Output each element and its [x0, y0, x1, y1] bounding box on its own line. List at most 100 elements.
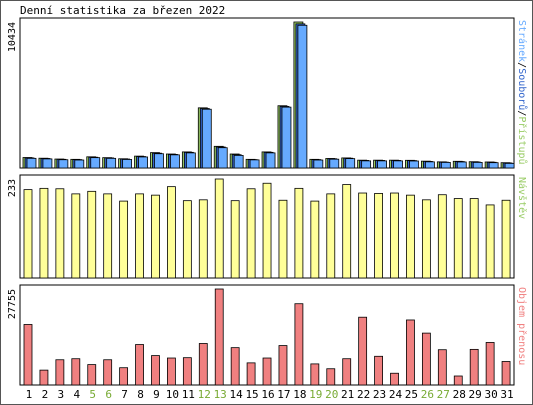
bar-objem-p-enosu-day-2	[39, 369, 49, 386]
bar-objem-p-enosu-day-30	[485, 342, 495, 386]
bar-objem-p-enosu-day-1	[23, 324, 33, 386]
day-label-13: 13	[214, 388, 227, 401]
bar-n-v-t-v-day-20	[326, 193, 336, 279]
bar-str-nek-day-2	[42, 158, 53, 169]
bar-objem-p-enosu-day-14	[230, 347, 240, 386]
legend-entry: Souborů	[516, 68, 528, 110]
bar-n-v-t-v-day-26	[421, 199, 431, 279]
day-label-27: 27	[437, 388, 450, 401]
y-max-label: 10434	[7, 22, 18, 52]
bar-n-v-t-v-day-23	[374, 193, 383, 279]
bar-n-v-t-v-day-22	[358, 192, 368, 279]
bar-str-nek-day-1	[26, 157, 37, 169]
bar-n-v-t-v-day-15	[246, 188, 256, 279]
bar-n-v-t-v-day-14	[230, 200, 240, 279]
bar-str-nek-day-19	[313, 159, 324, 169]
bar-str-nek-day-6	[106, 157, 117, 169]
bar-n-v-t-v-day-21	[342, 184, 352, 279]
day-label-31: 31	[500, 388, 513, 401]
day-label-9: 9	[153, 388, 160, 401]
bar-objem-p-enosu-day-12	[198, 343, 208, 386]
bar-objem-p-enosu-day-29	[469, 348, 479, 386]
legend-entry: Návštěv	[516, 177, 528, 219]
bar-n-v-t-v-day-4	[71, 193, 81, 279]
bar-str-nek-day-5	[90, 157, 101, 169]
bar-objem-p-enosu-day-18	[294, 303, 304, 386]
bar-objem-p-enosu-day-28	[453, 375, 463, 386]
bar-objem-p-enosu-day-9	[151, 355, 160, 386]
bar-n-v-t-v-day-7	[119, 200, 129, 279]
bar-n-v-t-v-day-9	[151, 194, 160, 279]
bar-objem-p-enosu-day-19	[310, 363, 320, 386]
bar-n-v-t-v-day-6	[103, 193, 113, 279]
y-max-label: 27755	[7, 289, 18, 319]
day-label-15: 15	[245, 388, 258, 401]
bar-n-v-t-v-day-25	[406, 194, 415, 279]
bar-n-v-t-v-day-10	[167, 186, 176, 279]
day-label-1: 1	[26, 388, 33, 401]
day-label-2: 2	[42, 388, 49, 401]
bar-str-nek-day-14	[233, 155, 244, 169]
bar-n-v-t-v-day-2	[39, 187, 49, 279]
day-label-10: 10	[166, 388, 179, 401]
legend-entry: Přístupů	[516, 116, 528, 164]
bar-n-v-t-v-day-13	[214, 178, 224, 279]
day-label-20: 20	[325, 388, 338, 401]
bar-n-v-t-v-day-11	[182, 200, 192, 279]
bar-objem-p-enosu-day-13	[214, 288, 224, 386]
bar-str-nek-day-28	[456, 161, 467, 169]
day-label-5: 5	[89, 388, 96, 401]
y-max-label: 233	[7, 179, 18, 197]
day-label-6: 6	[105, 388, 112, 401]
bar-objem-p-enosu-day-27	[437, 349, 447, 386]
legend-separator: /	[516, 110, 527, 116]
bar-objem-p-enosu-day-8	[135, 344, 144, 386]
bar-str-nek-day-3	[58, 159, 69, 169]
bar-str-nek-day-11	[185, 152, 196, 169]
chart-title: Denní statistika za březen 2022	[20, 4, 225, 17]
bar-n-v-t-v-day-31	[501, 199, 511, 279]
bar-str-nek-day-13	[217, 147, 228, 169]
day-label-21: 21	[341, 388, 354, 401]
bar-objem-p-enosu-day-26	[421, 332, 431, 386]
bar-str-nek-day-29	[472, 162, 483, 169]
bar-n-v-t-v-day-24	[390, 192, 399, 279]
day-axis: 1 2 3 4 5 6 7 8 9 10 11 12 13 14 15 16 17 18 19 20 21 22 23 24 2…	[26, 388, 514, 401]
bar-objem-p-enosu-day-3	[55, 359, 65, 386]
bar-str-nek-day-18	[297, 24, 308, 169]
bar-objem-p-enosu-day-22	[358, 316, 368, 386]
bar-str-nek-day-7	[122, 159, 133, 169]
bar-str-nek-day-25	[409, 160, 419, 169]
legend-separator: /	[516, 62, 527, 68]
bar-str-nek-day-8	[138, 156, 148, 169]
day-label-30: 30	[484, 388, 497, 401]
bar-n-v-t-v-day-29	[469, 198, 479, 279]
day-label-18: 18	[293, 388, 306, 401]
bar-n-v-t-v-day-17	[278, 199, 288, 279]
bar-n-v-t-v-day-3	[55, 188, 65, 279]
bar-str-nek-day-15	[249, 159, 260, 169]
bar-objem-p-enosu-day-16	[262, 357, 272, 386]
bar-n-v-t-v-day-12	[198, 199, 208, 279]
bar-objem-p-enosu-day-15	[246, 362, 256, 386]
day-label-16: 16	[261, 388, 274, 401]
bar-str-nek-day-26	[424, 161, 435, 169]
day-label-11: 11	[182, 388, 195, 401]
legend: Objem přenosu	[516, 287, 528, 365]
bar-objem-p-enosu-day-7	[119, 367, 129, 386]
bar-n-v-t-v-day-27	[437, 194, 447, 279]
bar-str-nek-day-21	[345, 158, 356, 169]
day-label-7: 7	[121, 388, 128, 401]
day-label-28: 28	[453, 388, 466, 401]
day-label-4: 4	[73, 388, 80, 401]
visits-panel: 233 Návštěv	[7, 174, 528, 279]
bar-n-v-t-v-day-19	[310, 200, 320, 279]
bar-objem-p-enosu-day-17	[278, 345, 288, 386]
bar-objem-p-enosu-day-10	[167, 357, 176, 386]
day-label-25: 25	[405, 388, 418, 401]
legend: Stránek/Souborů/Přístupů	[516, 20, 528, 165]
bar-str-nek-day-27	[440, 162, 451, 169]
bar-objem-p-enosu-day-21	[342, 358, 352, 386]
bar-objem-p-enosu-day-6	[103, 359, 113, 386]
hits-panel: 10434 Stránek/Souborů/Přístupů	[7, 17, 528, 169]
